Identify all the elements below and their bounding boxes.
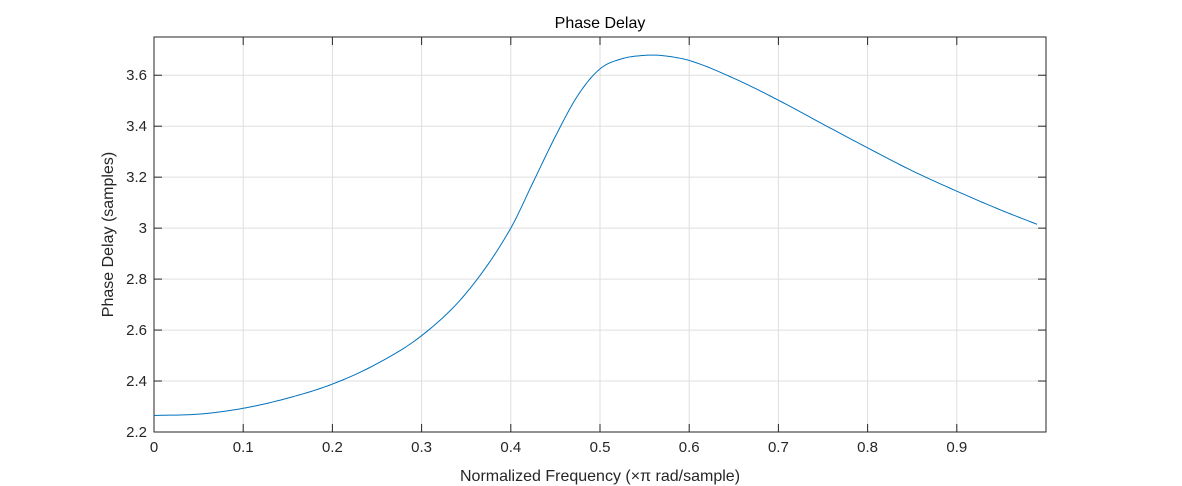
y-tick-label: 3 bbox=[139, 220, 147, 237]
x-tick-label: 0.2 bbox=[322, 439, 343, 456]
x-tick-label: 0.1 bbox=[233, 439, 254, 456]
x-tick-label: 0.5 bbox=[590, 439, 611, 456]
y-tick-label: 2.8 bbox=[126, 271, 147, 288]
y-tick-label: 2.2 bbox=[126, 424, 147, 441]
tick-marks bbox=[153, 37, 1046, 433]
x-tick-label: 0.8 bbox=[857, 439, 878, 456]
chart-title: Phase Delay bbox=[555, 15, 646, 32]
y-tick-label: 3.4 bbox=[126, 118, 147, 135]
x-tick-label: 0 bbox=[150, 439, 158, 456]
x-tick-label: 0.9 bbox=[946, 439, 967, 456]
y-tick-label: 2.6 bbox=[126, 322, 147, 339]
y-axis-label: Phase Delay (samples) bbox=[100, 152, 117, 317]
x-tick-label: 0.7 bbox=[768, 439, 789, 456]
y-tick-labels: 2.2 2.4 2.6 2.8 3 3.2 3.4 3.6 bbox=[126, 67, 147, 441]
x-tick-label: 0.6 bbox=[679, 439, 700, 456]
y-tick-label: 3.6 bbox=[126, 67, 147, 84]
x-tick-labels: 0 0.1 0.2 0.3 0.4 0.5 0.6 0.7 0.8 0.9 bbox=[150, 439, 967, 456]
y-tick-label: 3.2 bbox=[126, 169, 147, 186]
x-tick-label: 0.4 bbox=[500, 439, 521, 456]
x-axis-label: Normalized Frequency (×π rad/sample) bbox=[460, 468, 740, 485]
y-tick-label: 2.4 bbox=[126, 373, 147, 390]
phase-delay-line bbox=[153, 54, 1038, 416]
grid-lines bbox=[153, 37, 1046, 433]
x-tick-label: 0.3 bbox=[411, 439, 432, 456]
